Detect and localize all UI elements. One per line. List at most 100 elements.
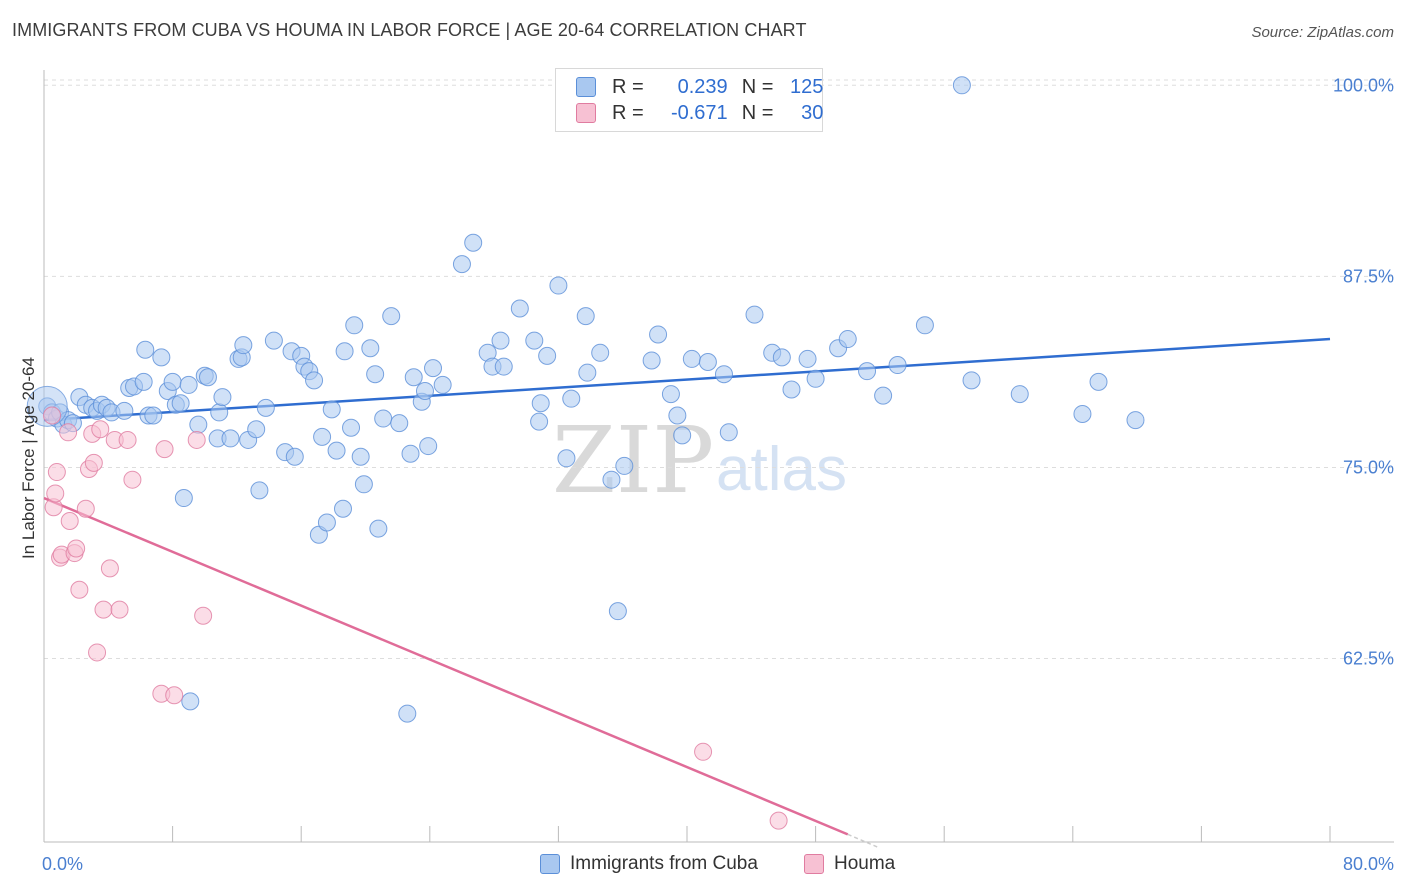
cuba-point: [382, 307, 401, 326]
cuba-point: [390, 414, 409, 433]
houma-point: [110, 600, 129, 619]
bottom-legend-label-cuba: Immigrants from Cuba: [570, 853, 758, 874]
cuba-point: [234, 336, 253, 355]
cuba-point: [682, 349, 701, 368]
cuba-point: [838, 330, 857, 349]
cuba-point: [433, 375, 452, 394]
houma-point: [118, 430, 137, 449]
cuba-point: [602, 470, 621, 489]
legend-r-value-cuba: 0.239: [677, 75, 728, 98]
houma-point: [43, 406, 62, 425]
y-tick-label: 75.0%: [1343, 457, 1394, 477]
bottom-legend-cuba: Immigrants from Cuba: [540, 852, 758, 876]
cuba-point: [510, 299, 529, 318]
cuba-point: [782, 380, 801, 399]
houma-point: [165, 686, 184, 705]
x-tick-label-max: 80.0%: [1343, 854, 1394, 874]
cuba-point: [642, 351, 661, 370]
cuba-point: [345, 316, 364, 335]
cuba-point: [198, 368, 217, 387]
cuba-point: [719, 423, 738, 442]
houma-point: [155, 440, 174, 459]
watermark-atlas: atlas: [716, 435, 847, 504]
bottom-legend-swatch-cuba: [540, 854, 560, 874]
cuba-point: [305, 371, 324, 390]
cuba-point: [174, 489, 193, 508]
cuba-point: [591, 343, 610, 362]
legend-r-value-houma: -0.671: [670, 101, 728, 124]
legend-swatch-cuba: [576, 77, 596, 97]
cuba-point: [915, 316, 934, 335]
cuba-point: [525, 331, 544, 350]
cuba-point: [549, 276, 568, 295]
cuba-point: [452, 255, 471, 274]
y-tick-label: 62.5%: [1343, 649, 1394, 669]
cuba-point: [152, 348, 171, 367]
cuba-point: [530, 412, 549, 431]
legend-swatch-houma: [576, 103, 596, 123]
cuba-point: [415, 382, 434, 401]
cuba-point: [1089, 372, 1108, 391]
cuba-point: [464, 233, 483, 252]
cuba-point: [136, 340, 155, 359]
houma-point: [60, 511, 79, 530]
y-tick-labels: 100.0% 87.5% 75.0% 62.5%: [1333, 75, 1394, 668]
houma-point: [194, 606, 213, 625]
cuba-point: [562, 389, 581, 408]
cuba-point: [668, 406, 687, 425]
houma-point: [694, 742, 713, 761]
houma-point: [769, 811, 788, 830]
cuba-point: [858, 362, 877, 381]
cuba-point: [772, 348, 791, 367]
cuba-point: [578, 363, 597, 382]
houma-point: [76, 499, 95, 518]
cuba-point: [134, 372, 153, 391]
cuba-point: [361, 339, 380, 358]
cuba-point: [649, 325, 668, 344]
cuba-point: [424, 359, 443, 378]
legend-r-label: R =: [612, 75, 644, 98]
cuba-point: [354, 475, 373, 494]
cuba-point: [247, 420, 266, 439]
cuba-point: [491, 331, 510, 350]
cuba-point: [374, 409, 393, 428]
bottom-legend-swatch-houma: [804, 854, 824, 874]
houma-point: [94, 600, 113, 619]
houma-trend-line: [43, 496, 849, 836]
legend-row-cuba: R = 0.239 N = 125: [576, 75, 823, 99]
cuba-point: [333, 499, 352, 518]
cuba-point: [342, 418, 361, 437]
cuba-point: [608, 602, 627, 621]
houma-point: [70, 580, 89, 599]
cuba-point: [531, 394, 550, 413]
cuba-point: [163, 372, 182, 391]
cuba-point: [366, 365, 385, 384]
cuba-point: [250, 481, 269, 500]
cuba-point: [115, 401, 134, 420]
cuba-point: [401, 444, 420, 463]
y-tick-label: 100.0%: [1333, 75, 1394, 95]
cuba-point: [404, 368, 423, 387]
cuba-point: [179, 375, 198, 394]
legend-n-label: N =: [741, 75, 774, 98]
cuba-point: [264, 331, 283, 350]
houma-point: [187, 430, 206, 449]
cuba-point: [952, 76, 971, 95]
cuba-point: [806, 369, 825, 388]
cuba-point: [317, 513, 336, 532]
cuba-point: [189, 415, 208, 434]
source-label: Source: ZipAtlas.com: [1251, 24, 1394, 41]
cuba-point: [213, 388, 232, 407]
cuba-point: [398, 704, 417, 723]
legend-n-value-houma: 30: [801, 101, 824, 124]
cuba-point: [661, 385, 680, 404]
bottom-legend-label-houma: Houma: [834, 853, 896, 874]
cuba-point: [698, 352, 717, 371]
legend: R = 0.239 N = 125 R = -0.671 N = 30: [555, 68, 823, 132]
cuba-point: [285, 447, 304, 466]
cuba-point: [1073, 404, 1092, 423]
houma-trend-extension: [847, 833, 881, 849]
legend-n-value-cuba: 125: [790, 75, 824, 98]
cuba-point: [538, 346, 557, 365]
